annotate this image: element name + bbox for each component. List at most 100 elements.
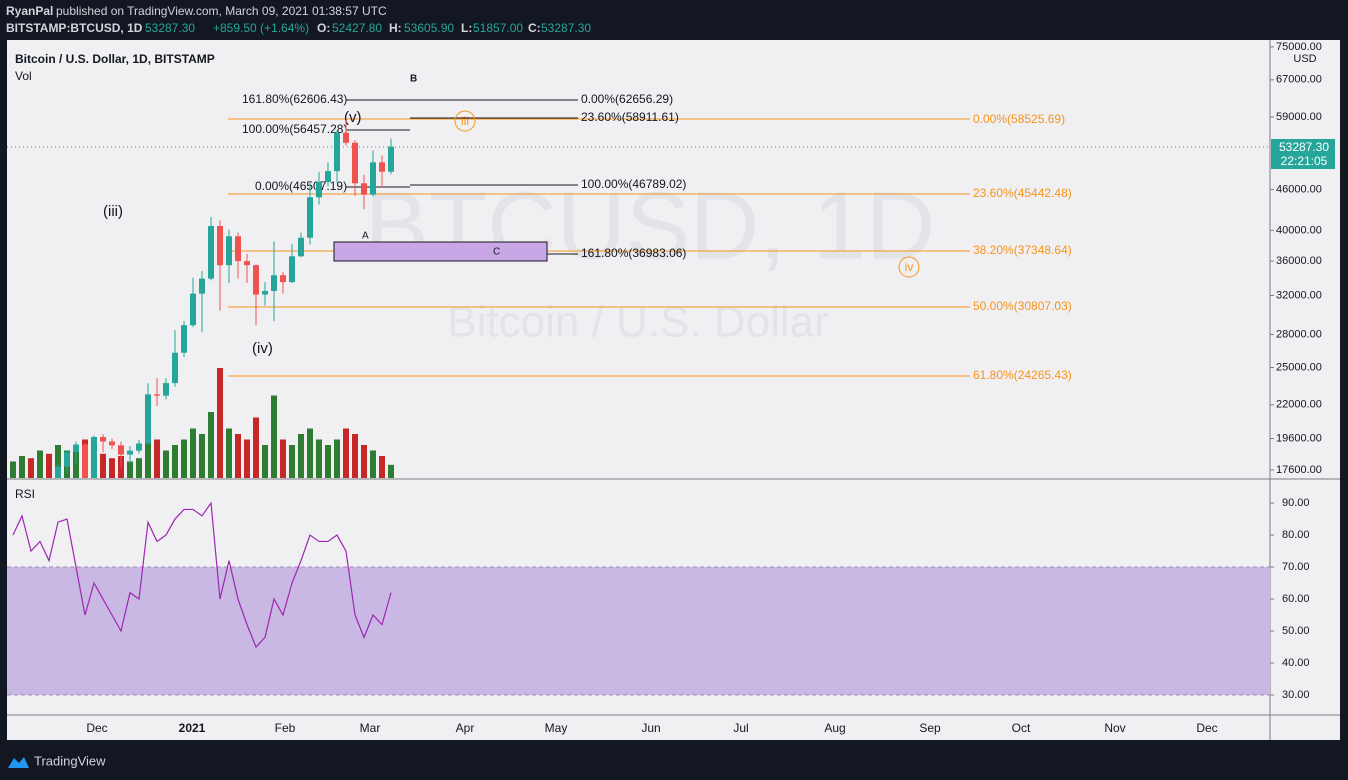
candle-body xyxy=(55,466,61,478)
price-pane xyxy=(10,120,394,478)
candle-body xyxy=(199,278,205,294)
y-tick-label: 67000.00 xyxy=(1276,74,1322,86)
footer-brand: TradingView xyxy=(34,753,106,768)
wave-label: C xyxy=(493,247,500,258)
x-tick-label: Feb xyxy=(275,721,296,735)
y-tick-label: 28000.00 xyxy=(1276,328,1322,340)
ohlc-label: L: xyxy=(461,21,472,35)
wave-label: B xyxy=(410,74,417,85)
x-tick-label: Nov xyxy=(1104,721,1125,735)
volume-bar xyxy=(361,445,367,478)
y-tick-label: 70.00 xyxy=(1282,561,1310,573)
volume-bar xyxy=(172,445,178,478)
rsi-label: RSI xyxy=(15,487,35,501)
countdown: 22:21:05 xyxy=(1281,154,1328,168)
volume-bar xyxy=(289,445,295,478)
x-tick-label: Oct xyxy=(1012,721,1031,735)
y-tick-label: 60.00 xyxy=(1282,593,1310,605)
fib-label: 0.00%(46507.19) xyxy=(255,179,347,193)
volume-bar xyxy=(154,439,160,478)
volume-bar xyxy=(334,439,340,478)
target-box xyxy=(333,241,548,262)
x-tick-label: Aug xyxy=(824,721,845,735)
y-tick-label: 75000.00 xyxy=(1276,41,1322,53)
volume-bar xyxy=(208,412,214,478)
volume-bar xyxy=(298,434,304,478)
annotations: 0.00%(58525.69) 23.60%(45442.48) 38.20%(… xyxy=(7,74,1270,382)
y-tick-label: 40000.00 xyxy=(1276,224,1322,236)
volume-bar xyxy=(316,439,322,478)
candle-body xyxy=(109,441,115,446)
y-tick-label: 30.00 xyxy=(1282,689,1310,701)
change: +859.50 (+1.64%) xyxy=(213,21,309,35)
y-tick-label: 17600.00 xyxy=(1276,464,1322,476)
volume-bar xyxy=(262,445,268,478)
fib-label: 0.00%(62656.29) xyxy=(581,92,673,106)
candle-body xyxy=(226,236,232,266)
volume-bar xyxy=(100,453,106,478)
fib-label: 100.00%(46789.02) xyxy=(581,177,686,191)
volume-bar xyxy=(379,456,385,478)
candle-body xyxy=(163,383,169,396)
candle-body xyxy=(91,437,97,478)
y-tick-label: 50.00 xyxy=(1282,625,1310,637)
rsi-line xyxy=(12,501,392,649)
candle-body xyxy=(271,275,277,291)
watermark-name: Bitcoin / U.S. Dollar xyxy=(447,298,828,347)
y-tick-label: 25000.00 xyxy=(1276,361,1322,373)
candle-body xyxy=(262,290,268,295)
candle-body xyxy=(235,236,241,262)
volume-bar xyxy=(37,450,43,478)
volume-bar xyxy=(46,453,52,478)
wave-label: (iv) xyxy=(252,340,273,357)
y-tick-label: 36000.00 xyxy=(1276,255,1322,267)
candle-body xyxy=(334,132,340,172)
publisher: RyanPal xyxy=(6,4,53,18)
y-tick-label: 59000.00 xyxy=(1276,111,1322,123)
candle-body xyxy=(352,142,358,184)
volume-bar xyxy=(244,439,250,478)
wave-label: iii xyxy=(461,114,469,128)
candle-body xyxy=(100,437,106,442)
wave-circle xyxy=(454,110,476,132)
ohlc-value: 53287.30 xyxy=(541,21,591,35)
volume-bar xyxy=(145,434,151,478)
volume-bar xyxy=(388,464,394,478)
volume-bar xyxy=(19,456,25,478)
volume-bar xyxy=(190,428,196,478)
wave-label: (v) xyxy=(344,109,362,126)
x-tick-label: Dec xyxy=(1196,721,1217,735)
volume-bar xyxy=(253,417,259,478)
fib-label: 61.80%(24265.43) xyxy=(973,368,1072,382)
y-tick-label: 46000.00 xyxy=(1276,183,1322,195)
candle-body xyxy=(325,171,331,183)
candle-body xyxy=(64,452,70,467)
candle-body xyxy=(217,226,223,266)
candle-body xyxy=(307,197,313,238)
y-tick-label: 80.00 xyxy=(1282,529,1310,541)
candle-body xyxy=(370,162,376,195)
candle-body xyxy=(361,183,367,195)
volume-bar xyxy=(28,458,34,478)
candle-body xyxy=(289,256,295,283)
y-tick-label: 40.00 xyxy=(1282,657,1310,669)
fib-label: 100.00%(56457.28) xyxy=(242,122,347,136)
volume-bar xyxy=(370,450,376,478)
ohlc-label: C: xyxy=(528,21,541,35)
ohlc-label: H: xyxy=(389,21,402,35)
volume-bar xyxy=(280,439,286,478)
volume-bar xyxy=(226,428,232,478)
x-tick-label: May xyxy=(545,721,568,735)
candle-body xyxy=(154,394,160,396)
ohlc-value: 52427.80 xyxy=(332,21,382,35)
currency: USD xyxy=(1293,53,1316,65)
logo xyxy=(8,757,29,768)
ohlc-label: O: xyxy=(317,21,330,35)
y-tick-label: 22000.00 xyxy=(1276,399,1322,411)
volume-bar xyxy=(235,434,241,478)
wave-label: iv xyxy=(905,260,914,274)
candle-body xyxy=(280,275,286,283)
fib-label: 23.60%(45442.48) xyxy=(973,186,1072,200)
volume-bar xyxy=(10,461,16,478)
